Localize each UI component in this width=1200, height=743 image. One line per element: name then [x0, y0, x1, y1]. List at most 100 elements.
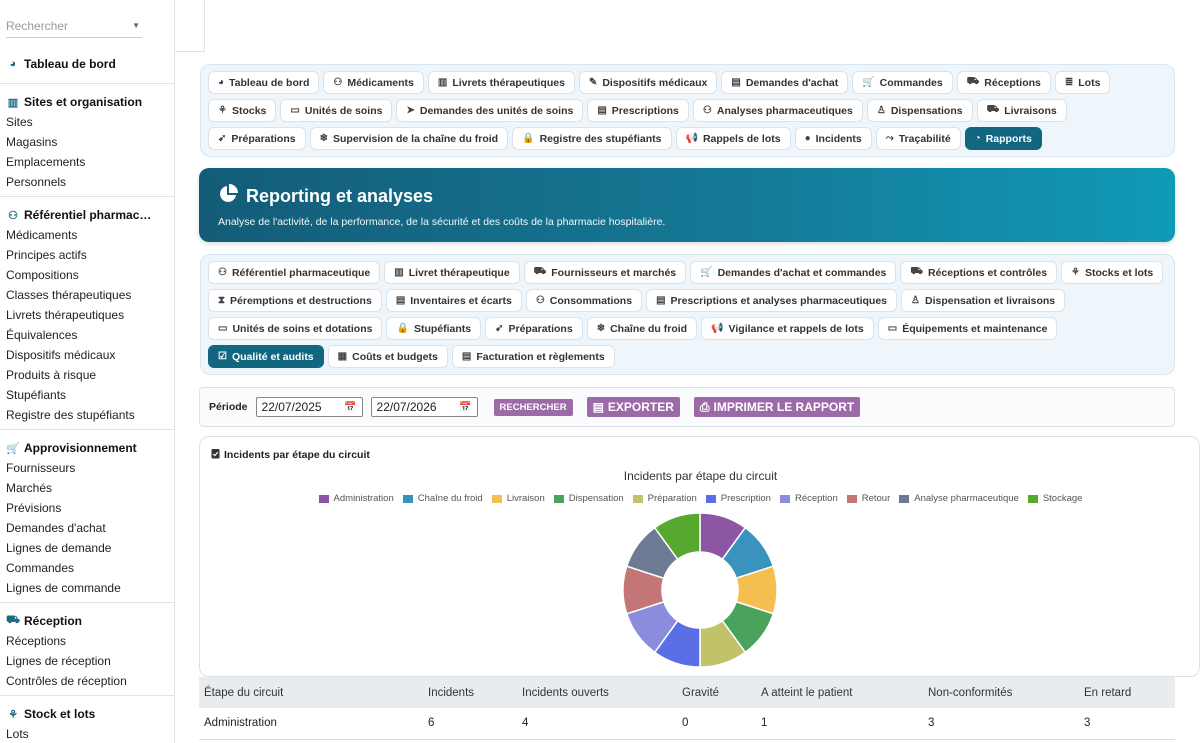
sidebar-section-approvisionnement[interactable]: 🛒 Approvisionnement [6, 438, 168, 458]
tab-unites-de-soins[interactable]: ▭ Unités de soins [280, 99, 393, 122]
sidebar-item-livrets-therapeutiques[interactable]: Livrets thérapeutiques [6, 308, 125, 322]
sidebar-item-personnels[interactable]: Personnels [6, 175, 67, 189]
legend-item[interactable]: Prescription [705, 493, 771, 504]
export-button[interactable]: ▤ EXPORTER [586, 397, 680, 417]
report-tab-equipements-et-maintenance[interactable]: ▭ Équipements et maintenance [877, 317, 1058, 340]
table-row[interactable]: Administration 6 4 0 1 3 3 [199, 708, 1175, 740]
column-header[interactable]: Non-conformités [923, 677, 1079, 708]
tab-rappels-de-lots[interactable]: 📢 Rappels de lots [675, 127, 791, 150]
legend-item[interactable]: Dispensation [553, 493, 624, 504]
search-button[interactable]: RECHERCHER [493, 398, 573, 416]
sidebar-item-lignes-de-demande[interactable]: Lignes de demande [6, 541, 112, 555]
legend-item[interactable]: Réception [779, 493, 838, 504]
tab-prescriptions[interactable]: ▤ Prescriptions [587, 99, 689, 122]
sidebar-section-reception[interactable]: ⛟ Réception [6, 611, 168, 631]
column-header[interactable]: En retard [1079, 677, 1175, 708]
tab-rapports[interactable]: ◔ Rapports [964, 127, 1042, 150]
legend-item[interactable]: Livraison [491, 493, 545, 504]
tab-demandes-des-unites-de-soins[interactable]: ➤ Demandes des unités de soins [396, 99, 584, 122]
tab-livraisons[interactable]: ⛟ Livraisons [976, 99, 1067, 122]
legend-item[interactable]: Chaîne du froid [402, 493, 483, 504]
sidebar-item-dispositifs-medicaux[interactable]: Dispositifs médicaux [6, 348, 116, 362]
legend-item[interactable]: Analyse pharmaceutique [899, 493, 1019, 504]
report-tab-referentiel-pharmaceutique[interactable]: ⚇ Référentiel pharmaceutique [208, 261, 381, 284]
report-tab-stupefiants[interactable]: 🔒 Stupéfiants [386, 317, 482, 340]
sidebar-item-previsions[interactable]: Prévisions [6, 501, 62, 515]
caret-down-icon[interactable]: ▼ [132, 21, 140, 30]
sidebar-section-stock-et-lots[interactable]: ⚘ Stock et lots [6, 704, 168, 724]
report-tab-inventaires-et-ecarts[interactable]: ▤ Inventaires et écarts [385, 289, 522, 312]
sidebar-item-compositions[interactable]: Compositions [6, 268, 79, 282]
report-tab-fournisseurs-et-marches[interactable]: ⛟ Fournisseurs et marchés [523, 261, 687, 284]
sidebar-item-demandes-d-achat[interactable]: Demandes d'achat [6, 521, 106, 535]
report-tab-preparations[interactable]: ➹ Préparations [485, 317, 583, 340]
report-tab-peremptions-et-destructions[interactable]: ⧗ Péremptions et destructions [208, 289, 382, 312]
tab-dispensations[interactable]: ♙ Dispensations [866, 99, 973, 122]
report-tab-qualite-et-audits[interactable]: ☑ Qualité et audits [208, 345, 324, 368]
tab-receptions[interactable]: ⛟ Réceptions [956, 71, 1051, 94]
tab-incidents[interactable]: ● Incidents [794, 127, 872, 150]
report-tab-couts-et-budgets[interactable]: ▦ Coûts et budgets [327, 345, 448, 368]
legend-item[interactable]: Préparation [632, 493, 697, 504]
tab-analyses-pharmaceutiques[interactable]: ⚇ Analyses pharmaceutiques [692, 99, 863, 122]
date-to-input[interactable]: 22/07/2026 📅 [370, 397, 478, 417]
sidebar-item-classes-therapeutiques[interactable]: Classes thérapeutiques [6, 288, 132, 302]
report-tab-prescriptions-et-analyses-pharmaceutiques[interactable]: ▤ Prescriptions et analyses pharmaceutiqu… [646, 289, 898, 312]
column-header[interactable]: Étape du circuit [199, 677, 423, 708]
report-tab-stocks-et-lots[interactable]: ⚘ Stocks et lots [1061, 261, 1164, 284]
tab-stocks[interactable]: ⚘ Stocks [208, 99, 277, 122]
sidebar-item-equivalences[interactable]: Équivalences [6, 328, 78, 342]
calendar-icon[interactable]: 📅 [344, 401, 357, 413]
report-tab-demandes-d-achat-et-commandes[interactable]: 🛒 Demandes d'achat et commandes [690, 261, 897, 284]
calendar-icon[interactable]: 📅 [459, 401, 472, 413]
sidebar-item-lignes-de-reception[interactable]: Lignes de réception [6, 654, 111, 668]
sidebar-item-sites[interactable]: Sites [6, 115, 33, 129]
tab-medicaments[interactable]: ⚇ Médicaments [323, 71, 424, 94]
tab-demandes-d-achat[interactable]: ▤ Demandes d'achat [721, 71, 849, 94]
column-header[interactable]: Incidents [423, 677, 517, 708]
legend-item[interactable]: Stockage [1027, 493, 1082, 504]
date-from-input[interactable]: 22/07/2025 📅 [255, 397, 363, 417]
sidebar-item-magasins[interactable]: Magasins [6, 135, 58, 149]
report-tab-unites-de-soins-et-dotations[interactable]: ▭ Unités de soins et dotations [208, 317, 383, 340]
report-tab-chaine-du-froid[interactable]: ❄ Chaîne du froid [586, 317, 698, 340]
sidebar-item-marches[interactable]: Marchés [6, 481, 53, 495]
sidebar-item-receptions[interactable]: Réceptions [6, 634, 67, 648]
sidebar-item-fournisseurs[interactable]: Fournisseurs [6, 461, 76, 475]
report-tab-receptions-et-controles[interactable]: ⛟ Réceptions et contrôles [900, 261, 1058, 284]
search-select[interactable]: Rechercher ▼ [6, 14, 142, 38]
report-tab-consommations[interactable]: ⚇ Consommations [525, 289, 643, 312]
sidebar-section-referentiel-pharmac[interactable]: ⚇ Référentiel pharmac… [6, 205, 168, 225]
sidebar-item-principes-actifs[interactable]: Principes actifs [6, 248, 87, 262]
report-tab-vigilance-et-rappels-de-lots[interactable]: 📢 Vigilance et rappels de lots [701, 317, 874, 340]
report-tab-livret-therapeutique[interactable]: ▥ Livret thérapeutique [384, 261, 520, 284]
sidebar-item-medicaments[interactable]: Médicaments [6, 228, 78, 242]
report-tab-dispensation-et-livraisons[interactable]: ♙ Dispensation et livraisons [901, 289, 1066, 312]
sidebar-item-registre-des-stupefiants[interactable]: Registre des stupéfiants [6, 408, 135, 422]
column-header[interactable]: Gravité [677, 677, 756, 708]
column-header[interactable]: Incidents ouverts [517, 677, 677, 708]
tab-registre-des-stupefiants[interactable]: 🔒 Registre des stupéfiants [512, 127, 672, 150]
sidebar-item-lots[interactable]: Lots [6, 727, 29, 741]
sidebar-item-emplacements[interactable]: Emplacements [6, 155, 86, 169]
sidebar-dashboard[interactable]: ◕ Tableau de bord [6, 54, 168, 74]
tab-tracabilite[interactable]: ⤳ Traçabilité [875, 127, 961, 150]
tab-preparations[interactable]: ➹ Préparations [208, 127, 306, 150]
legend-item[interactable]: Administration [318, 493, 394, 504]
sidebar-item-lignes-de-commande[interactable]: Lignes de commande [6, 581, 121, 595]
tab-tableau-de-bord[interactable]: ◕ Tableau de bord [208, 71, 320, 94]
sidebar-section-sites-et-organisation[interactable]: ▥ Sites et organisation [6, 92, 168, 112]
column-header[interactable]: A atteint le patient [756, 677, 923, 708]
tab-livrets-therapeutiques[interactable]: ▥ Livrets thérapeutiques [427, 71, 575, 94]
report-tab-facturation-et-reglements[interactable]: ▤ Facturation et règlements [451, 345, 615, 368]
sidebar-item-produits-a-risque[interactable]: Produits à risque [6, 368, 97, 382]
donut-slice-stockage[interactable] [653, 512, 701, 561]
tab-commandes[interactable]: 🛒 Commandes [852, 71, 953, 94]
tab-lots[interactable]: ≣ Lots [1054, 71, 1111, 94]
tab-supervision-de-la-chaine-du-froid[interactable]: ❄ Supervision de la chaîne du froid [309, 127, 509, 150]
print-button[interactable]: ⎙ IMPRIMER LE RAPPORT [693, 397, 861, 417]
tab-dispositifs-medicaux[interactable]: ✎ Dispositifs médicaux [578, 71, 718, 94]
sidebar-item-controles-de-reception[interactable]: Contrôles de réception [6, 674, 127, 688]
sidebar-item-commandes[interactable]: Commandes [6, 561, 75, 575]
legend-item[interactable]: Retour [846, 493, 890, 504]
